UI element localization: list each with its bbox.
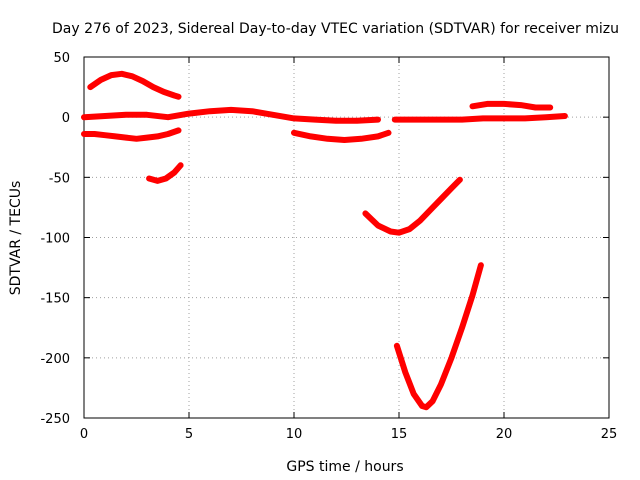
plot-frame	[83, 56, 610, 419]
y-tick-label: -150	[40, 292, 70, 307]
series-arc-2	[81, 127, 182, 142]
x-tick-label: 10	[286, 427, 303, 442]
series-arc-5	[291, 129, 392, 143]
axis-ticks: 0 5 10 15 20 25 -250 -200 -150 -100 -50 0 50	[40, 51, 617, 442]
series-arc-9	[393, 262, 484, 411]
data-series	[81, 70, 568, 411]
grid-lines	[84, 57, 609, 418]
chart-title: Day 276 of 2023, Sidereal Day-to-day VTE…	[52, 21, 619, 37]
series-arc-6	[391, 113, 568, 123]
x-tick-label: 0	[80, 427, 88, 442]
x-tick-label: 20	[496, 427, 513, 442]
y-tick-label: -200	[40, 352, 70, 367]
series-arc-3	[146, 162, 184, 184]
y-tick-label: -50	[49, 171, 70, 186]
y-axis-label: SDTVAR / TECUs	[8, 181, 24, 296]
series-arc-7	[469, 100, 554, 111]
x-tick-label: 15	[391, 427, 408, 442]
x-tick-label: 25	[601, 427, 618, 442]
series-arc-4	[81, 106, 381, 124]
y-tick-label: 0	[62, 111, 70, 126]
x-tick-label: 5	[185, 427, 193, 442]
x-axis-label: GPS time / hours	[286, 459, 403, 475]
series-arc-8	[362, 176, 463, 236]
series-arc-1	[87, 70, 182, 100]
y-tick-label: -250	[40, 412, 70, 427]
y-tick-label: -100	[40, 232, 70, 247]
y-tick-label: 50	[53, 51, 70, 66]
